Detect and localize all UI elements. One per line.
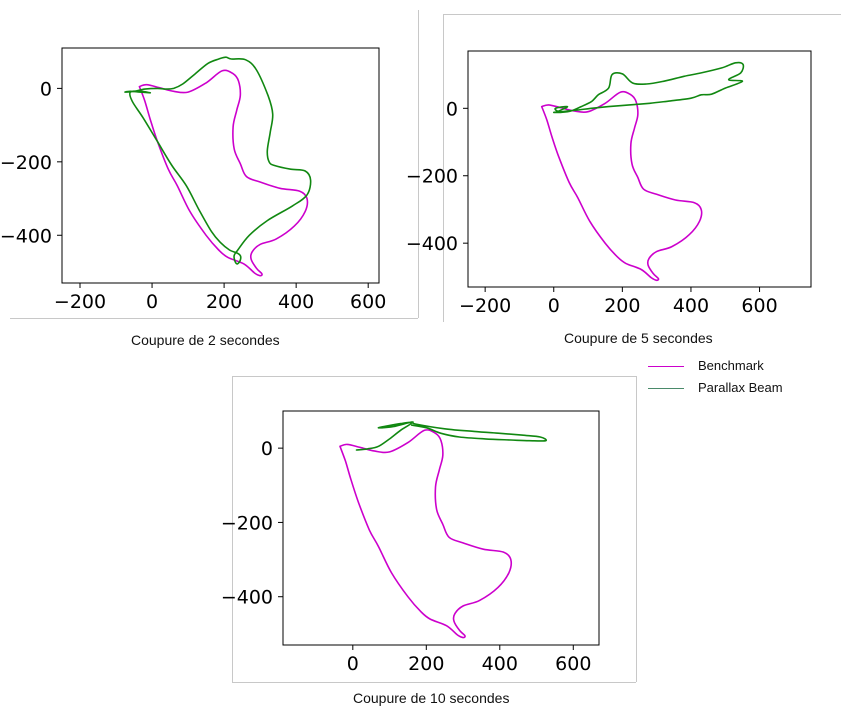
- series-line-benchmark: [540, 90, 703, 282]
- panel1-frame-bottom: [10, 318, 418, 319]
- panel1-frame-right: [418, 10, 419, 318]
- x-tick-label: 400: [482, 653, 518, 675]
- chart-panel-5s: −200 0 200 400 600 0 −200 −400: [0, 0, 841, 330]
- series-line-benchmark: [339, 429, 512, 639]
- y-tick-label: −400: [221, 587, 273, 609]
- panel3-frame-left: [232, 376, 233, 682]
- caption-10s: Coupure de 10 secondes: [353, 690, 510, 706]
- x-tick-label: 0: [146, 291, 158, 313]
- y-tick-label: 0: [40, 78, 52, 100]
- plot-frame: [467, 50, 812, 288]
- x-tick-label: 200: [408, 653, 444, 675]
- caption-5s: Coupure de 5 secondes: [564, 330, 713, 346]
- y-tick-label: −200: [221, 512, 273, 534]
- x-tick-label: 200: [206, 291, 242, 313]
- panel3-frame-right: [636, 376, 637, 682]
- legend-swatch-parallax: [648, 388, 684, 389]
- plot-frame: [282, 410, 600, 646]
- x-tick-label: 400: [278, 291, 314, 313]
- x-tick-label: 600: [741, 295, 777, 317]
- legend-label-parallax: Parallax Beam: [698, 380, 783, 395]
- caption-2s: Coupure de 2 secondes: [131, 332, 280, 348]
- y-tick-label: −200: [406, 166, 458, 188]
- legend-label-benchmark: Benchmark: [698, 358, 764, 373]
- x-tick-label: 400: [673, 295, 709, 317]
- y-tick-label: −200: [0, 152, 52, 174]
- x-tick-label: 0: [347, 653, 359, 675]
- x-tick-label: 600: [555, 653, 591, 675]
- panel3-frame-top: [232, 376, 636, 377]
- series-line-benchmark: [138, 69, 309, 277]
- y-tick-label: −400: [0, 225, 52, 247]
- plot-frame: [61, 47, 380, 284]
- y-tick-label: 0: [446, 98, 458, 120]
- x-tick-label: 600: [350, 291, 386, 313]
- panel3-frame-bottom: [232, 682, 636, 683]
- chart-panel-2s: −200 0 200 400 600 0 −200 −400: [0, 0, 420, 320]
- x-tick-label: −200: [459, 295, 511, 317]
- y-tick-label: −400: [406, 233, 458, 255]
- trajectory-plot-2s: −200 0 200 400 600 0 −200 −400: [0, 47, 386, 313]
- x-tick-label: −200: [54, 291, 106, 313]
- trajectory-plot-5s: −200 0 200 400 600 0 −200 −400: [406, 50, 812, 317]
- x-tick-label: 200: [604, 295, 640, 317]
- series-line-parallax-beam: [553, 61, 745, 114]
- y-tick-label: 0: [261, 438, 273, 460]
- series-line-parallax-beam: [355, 421, 548, 451]
- series-line-parallax-beam: [124, 56, 312, 265]
- legend-swatch-benchmark: [648, 366, 684, 367]
- x-tick-label: 0: [548, 295, 560, 317]
- panel2-frame-left: [443, 14, 444, 322]
- panel2-frame-top: [443, 14, 841, 15]
